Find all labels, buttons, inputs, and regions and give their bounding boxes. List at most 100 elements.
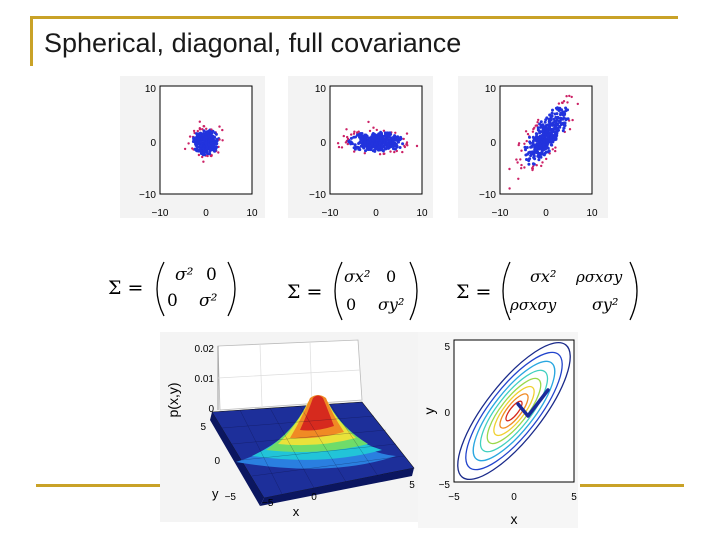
x-tick-label: 5 [409, 480, 415, 491]
sample-point [350, 133, 353, 136]
contour-ring [493, 385, 535, 437]
z-tick-label: 0.01 [195, 374, 215, 385]
sample-point [531, 165, 535, 168]
sample-point [352, 132, 356, 135]
sample-point [345, 128, 348, 131]
sample-point [553, 136, 557, 140]
sample-point [520, 167, 523, 170]
y-tick-label: 0 [490, 138, 496, 149]
x-tick-label: −10 [152, 208, 169, 219]
sample-point [215, 138, 219, 142]
sample-point [534, 147, 538, 150]
sample-point [533, 157, 537, 161]
sample-point [534, 150, 537, 154]
sample-point [371, 149, 375, 153]
sample-point [526, 132, 530, 136]
sample-point [393, 150, 396, 154]
sample-point [542, 143, 546, 147]
sample-point [208, 152, 212, 156]
sample-point [566, 101, 569, 104]
sample-point [403, 145, 407, 149]
sample-point [389, 150, 392, 153]
gaussian-contour-plot: 5 0 −5 −5 0 5 x y [418, 332, 578, 528]
sample-point [205, 147, 209, 151]
sample-point [202, 149, 206, 153]
sample-point [515, 158, 518, 161]
sample-point [520, 163, 523, 167]
sample-point [556, 127, 560, 131]
sample-point [560, 122, 564, 126]
sample-point [388, 131, 392, 135]
sample-point [198, 131, 202, 135]
sample-point [517, 143, 520, 147]
x-tick-label: 0 [543, 208, 549, 219]
sample-point [543, 120, 547, 124]
sample-point [527, 162, 531, 166]
sample-point [552, 117, 556, 121]
contour-rings [457, 341, 571, 481]
sample-point [541, 132, 545, 136]
matrix-entry: σy² [378, 295, 404, 314]
sample-point [213, 145, 217, 149]
sample-point [559, 111, 563, 115]
sample-point [548, 126, 552, 130]
x-tick-label: −5 [262, 498, 274, 509]
y-tick-label: 0 [150, 138, 156, 149]
sample-point [531, 135, 535, 139]
sample-point [535, 132, 539, 136]
y-tick-label: −5 [439, 480, 451, 491]
sample-point [561, 129, 565, 133]
sample-point [519, 158, 522, 161]
sample-point [551, 108, 554, 112]
matrix-lhs: Σ = [287, 281, 322, 303]
sample-point [537, 152, 541, 156]
sample-point [551, 139, 555, 143]
sample-point [545, 157, 548, 161]
y-tick-label: 10 [315, 84, 327, 95]
sample-point [221, 139, 224, 142]
sample-point [549, 143, 553, 147]
y-tick-label: 10 [145, 84, 157, 95]
y-tick-label: −10 [309, 190, 326, 201]
sample-point [530, 144, 534, 148]
z-tick-label: 0 [208, 404, 214, 415]
surface-mesh [221, 403, 405, 495]
sample-point [358, 133, 362, 137]
sample-point [547, 149, 551, 153]
sample-point [370, 142, 374, 146]
sample-point [536, 121, 539, 124]
sample-point [349, 142, 353, 146]
sample-point [336, 142, 340, 145]
matrix-entry: 0 [346, 295, 356, 314]
sample-point [205, 131, 209, 135]
sample-point [562, 110, 566, 114]
sample-point [349, 136, 353, 140]
sample-point [373, 132, 376, 136]
sample-point [533, 126, 536, 129]
sample-point [353, 150, 356, 153]
sample-point [378, 153, 382, 156]
sample-point [528, 135, 531, 139]
sample-point [525, 158, 528, 161]
contour-ring [465, 351, 563, 471]
sample-point [508, 187, 511, 190]
sample-point [346, 135, 349, 139]
x-tick-label: 10 [586, 208, 598, 219]
sample-point [191, 147, 194, 150]
scatter-panel-spherical: 10 0 −10 −10 0 10 [120, 76, 265, 219]
sample-point [218, 125, 221, 128]
sample-point [568, 128, 572, 131]
sample-point [555, 116, 559, 120]
sample-point [363, 142, 367, 146]
sample-point [538, 122, 542, 126]
left-paren [334, 261, 343, 321]
sample-point [353, 143, 357, 147]
sample-point [388, 139, 392, 143]
sample-point [199, 151, 203, 155]
sample-point [356, 131, 359, 134]
y-tick-label: 0 [320, 138, 326, 149]
sample-point [213, 131, 217, 135]
sample-point [397, 140, 400, 144]
sample-point [212, 143, 215, 147]
sample-point [197, 153, 201, 157]
